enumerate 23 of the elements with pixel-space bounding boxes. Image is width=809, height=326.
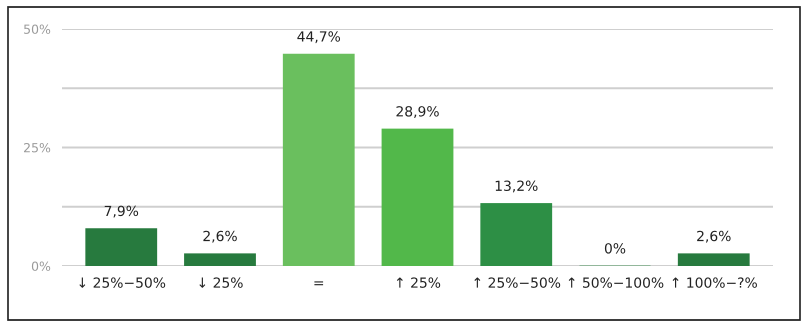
y-tick-label: 0%: [32, 261, 50, 271]
x-tick-label: =: [314, 281, 324, 286]
x-tick-label: ↓ 25%: [199, 277, 243, 288]
data-label: 2,6%: [697, 230, 731, 243]
bar: [282, 54, 355, 266]
bar: [85, 228, 158, 266]
bar: [184, 253, 256, 266]
data-label: 44,7%: [297, 31, 340, 44]
x-tick-label: ↑ 50%−100%: [568, 277, 664, 288]
data-label: 0%: [604, 243, 626, 254]
bar: [382, 128, 454, 266]
x-tick-label: ↑ 25%−50%: [474, 277, 560, 288]
x-tick-label: ↑ 100%−?%: [672, 277, 757, 288]
data-label: 13,2%: [496, 180, 538, 192]
data-label: 28,9%: [396, 106, 439, 118]
x-tick-label: ↓ 25%−50%: [79, 277, 166, 288]
bar: [480, 203, 552, 266]
bar: [678, 253, 750, 266]
data-label: 7,9%: [104, 206, 138, 218]
y-tick-label: 25%: [24, 142, 50, 152]
y-tick-label: 50%: [24, 24, 50, 34]
data-label: 2,6%: [203, 230, 237, 243]
x-tick-label: ↑ 25%: [396, 277, 440, 288]
